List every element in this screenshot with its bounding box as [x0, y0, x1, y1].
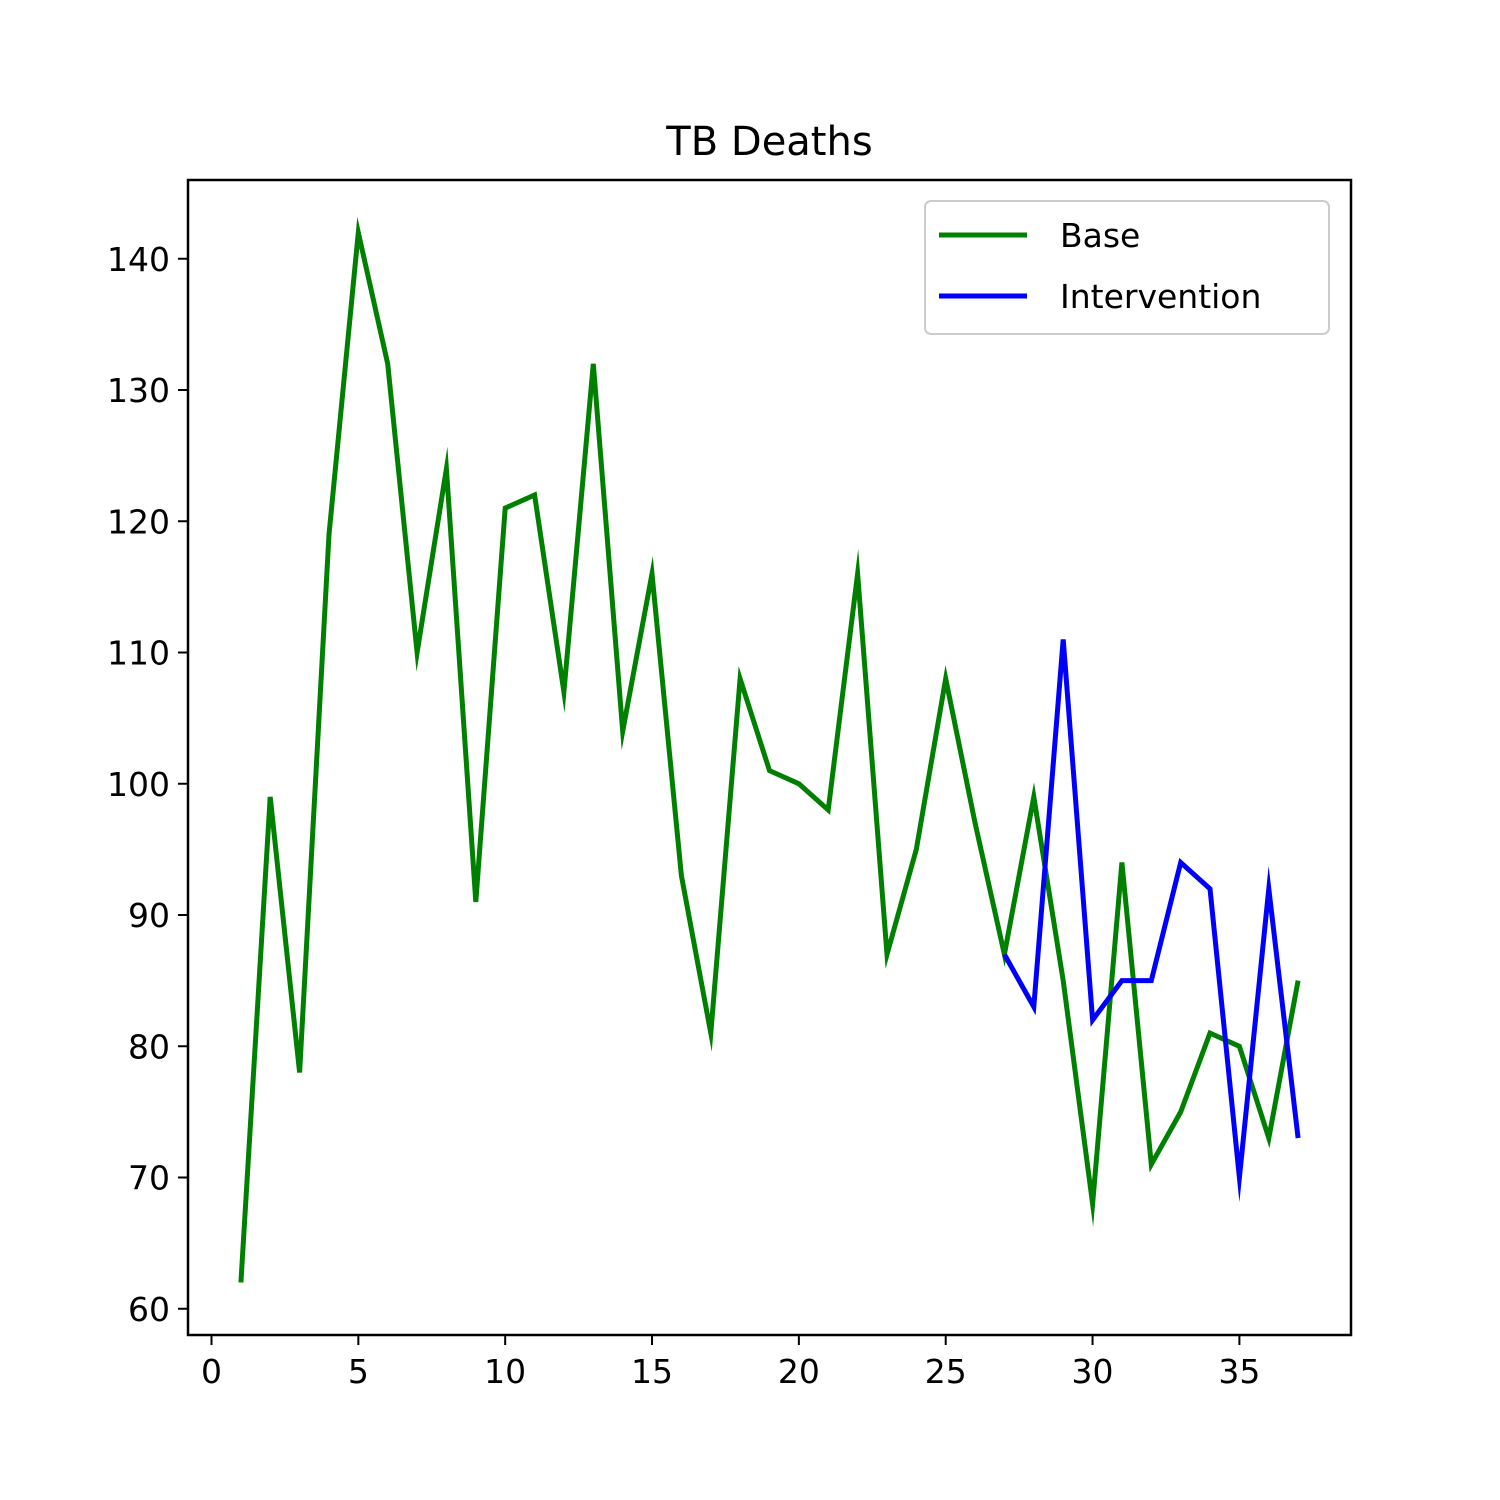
y-tick-label: 100	[107, 765, 170, 804]
plot-area	[188, 180, 1351, 1335]
x-tick-label: 0	[201, 1352, 222, 1391]
x-tick-label: 15	[631, 1352, 673, 1391]
legend-label: Intervention	[1060, 277, 1261, 316]
y-tick-label: 90	[128, 896, 170, 935]
series-line-base	[238, 216, 1301, 1283]
legend: Base Intervention	[924, 200, 1330, 335]
y-tick-label: 60	[128, 1290, 170, 1329]
y-tick-label: 110	[107, 634, 170, 673]
axes: 0 5 10 15 20 25 30 35 60 70 80 90 100 110 120 130 140	[107, 240, 1260, 1391]
y-tick-label: 120	[107, 502, 170, 541]
x-tick-label: 10	[484, 1352, 526, 1391]
legend-label: Base	[1060, 216, 1140, 255]
plot-border	[186, 178, 1353, 1337]
x-tick-label: 5	[348, 1352, 369, 1391]
y-tick-label: 70	[128, 1159, 170, 1198]
x-tick-label: 20	[778, 1352, 820, 1391]
series-layer	[238, 216, 1301, 1283]
y-tick-label: 130	[107, 371, 170, 410]
x-tick-label: 30	[1072, 1352, 1114, 1391]
x-tick-label: 35	[1218, 1352, 1260, 1391]
series-line-intervention	[1002, 639, 1301, 1203]
x-tick-label: 25	[925, 1352, 967, 1391]
chart-title: TB Deaths	[665, 119, 872, 165]
y-tick-label: 140	[107, 240, 170, 279]
y-tick-label: 80	[128, 1027, 170, 1066]
